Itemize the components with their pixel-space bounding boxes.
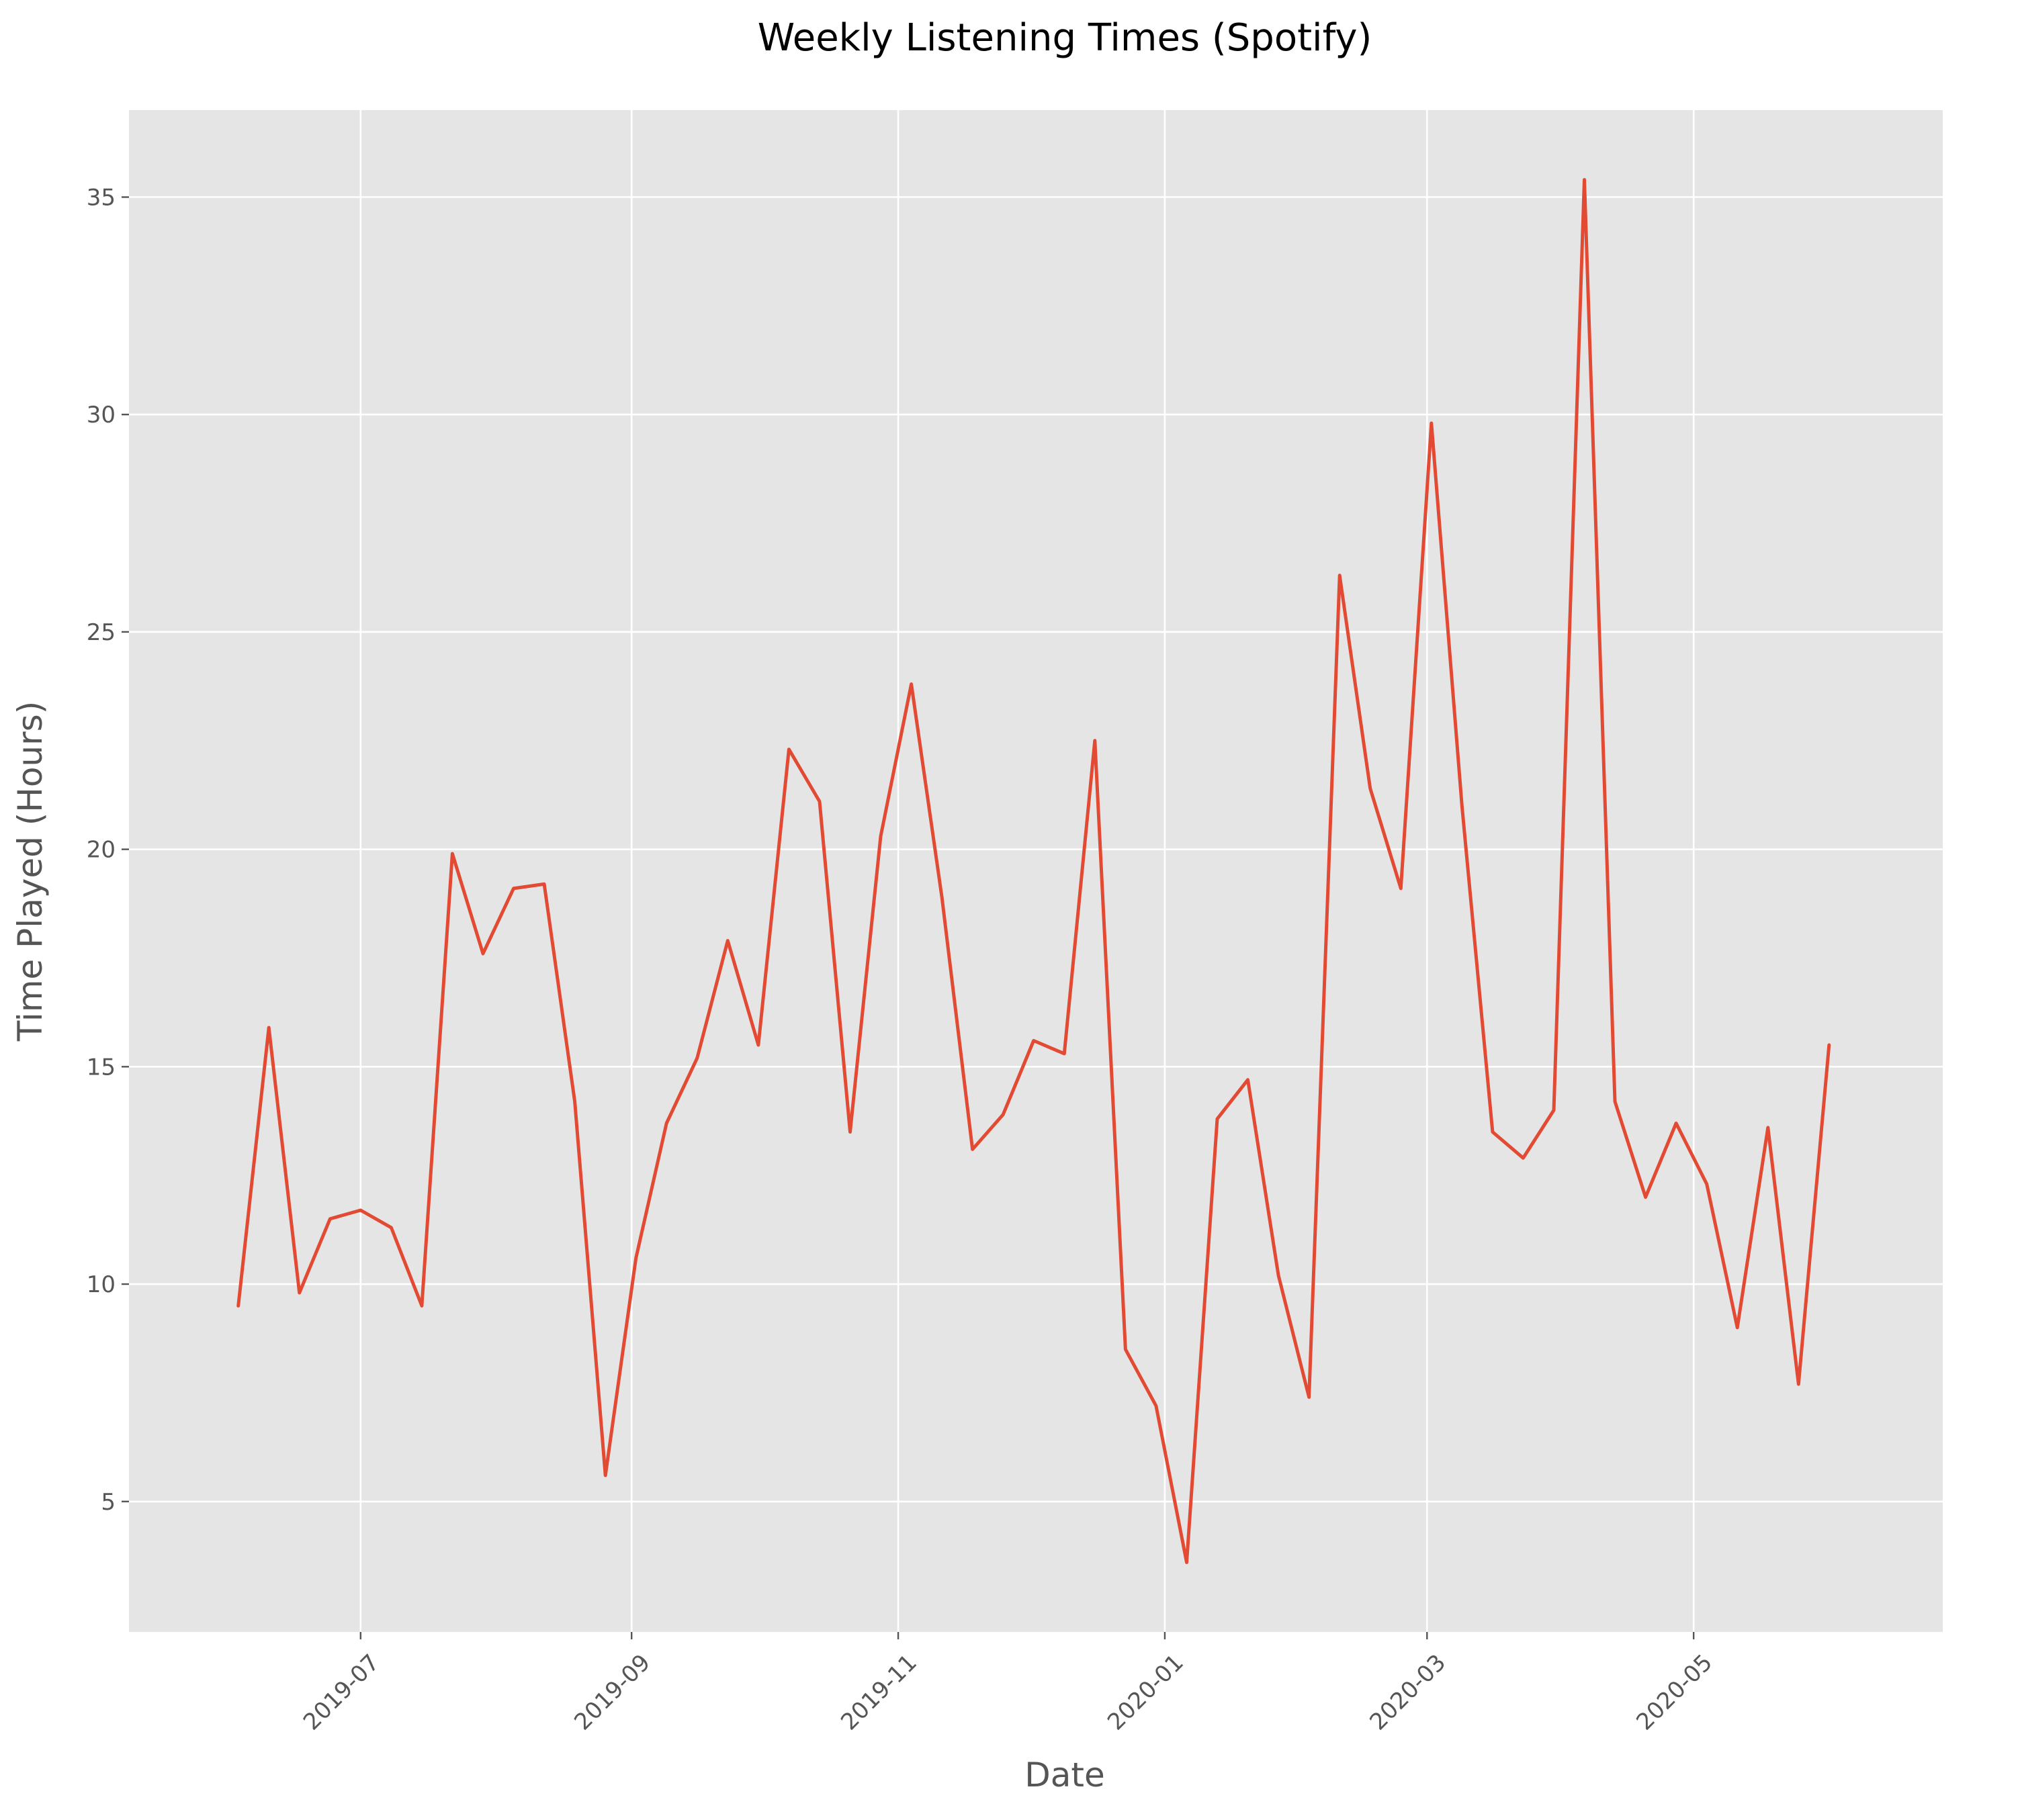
y-tick-label: 25 bbox=[87, 619, 116, 646]
x-tick-label: 2020-03 bbox=[1364, 1649, 1451, 1736]
series-group bbox=[236, 178, 1831, 1564]
x-gridlines bbox=[359, 110, 1695, 1632]
x-tick-label: 2020-05 bbox=[1631, 1649, 1718, 1736]
chart-title: Weekly Listening Times (Spotify) bbox=[758, 16, 1372, 60]
y-axis-label: Time Played (Hours) bbox=[11, 701, 50, 1042]
x-tick-label: 2020-01 bbox=[1102, 1649, 1189, 1736]
y-axis-ticks: 5 10 15 20 25 30 35 bbox=[87, 184, 129, 1516]
y-tick-label: 30 bbox=[87, 402, 116, 428]
y-tick-label: 10 bbox=[87, 1271, 116, 1298]
y-tick-label: 20 bbox=[87, 837, 116, 864]
x-tick-label: 2019-11 bbox=[836, 1649, 922, 1736]
x-axis-ticks: 2019-07 2019-09 2019-11 2020-01 2020-03 2020-… bbox=[298, 1632, 1718, 1735]
x-tick-label: 2019-07 bbox=[298, 1649, 385, 1736]
x-axis-label: Date bbox=[1024, 1756, 1105, 1794]
plot-area bbox=[129, 110, 1943, 1632]
series-line bbox=[236, 178, 1831, 1564]
y-tick-label: 35 bbox=[87, 184, 116, 211]
y-tick-label: 15 bbox=[87, 1054, 116, 1081]
y-tick-label: 5 bbox=[101, 1489, 116, 1516]
x-tick-label: 2019-09 bbox=[569, 1649, 656, 1736]
y-gridlines bbox=[129, 196, 1943, 1503]
